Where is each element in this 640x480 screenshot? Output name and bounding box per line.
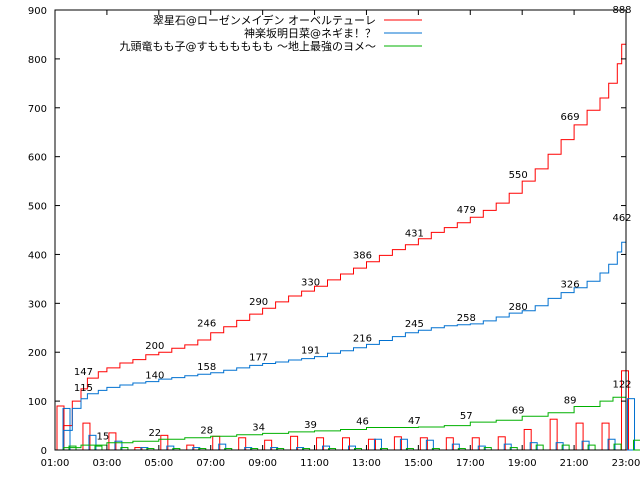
data-label: 147 xyxy=(74,367,93,378)
y-tick-label: 0 xyxy=(41,446,47,457)
y-tick-label: 700 xyxy=(28,104,47,115)
data-label: 290 xyxy=(249,297,268,308)
data-label: 158 xyxy=(197,362,216,373)
series-line-1 xyxy=(55,15,627,451)
data-label: 326 xyxy=(561,280,580,291)
data-label: 22 xyxy=(148,428,161,439)
data-label: 330 xyxy=(301,278,320,289)
cumulative-lines xyxy=(55,15,627,451)
series-line-3 xyxy=(55,390,627,451)
x-tick-label: 23:00 xyxy=(612,458,640,469)
data-label: 57 xyxy=(460,411,473,422)
legend-label: 翠星石@ローゼンメイデン オーベルテューレ xyxy=(153,13,376,27)
legend: 翠星石@ローゼンメイデン オーベルテューレ神楽坂明日菜@ネギま！？九頭竜もも子@… xyxy=(120,13,422,53)
data-labels: 1472002462903303864314795506698881151401… xyxy=(74,5,632,443)
data-label: 122 xyxy=(612,379,631,390)
data-label: 47 xyxy=(408,416,421,427)
data-label: 479 xyxy=(457,205,476,216)
data-label: 246 xyxy=(197,319,216,330)
data-label: 140 xyxy=(145,371,164,382)
hourly-bar xyxy=(633,439,640,451)
data-label: 431 xyxy=(405,228,424,239)
data-label: 245 xyxy=(405,319,424,330)
x-tick-label: 19:00 xyxy=(508,458,537,469)
y-tick-label: 300 xyxy=(28,299,47,310)
x-tick-label: 13:00 xyxy=(352,458,381,469)
y-tick-label: 200 xyxy=(28,348,47,359)
data-label: 34 xyxy=(252,422,265,433)
hourly-bar xyxy=(627,398,636,451)
x-tick-label: 17:00 xyxy=(456,458,485,469)
y-tick-label: 900 xyxy=(28,6,47,17)
plot-frame xyxy=(54,9,627,451)
x-tick-label: 05:00 xyxy=(144,458,173,469)
data-label: 28 xyxy=(200,425,213,436)
y-tick-label: 600 xyxy=(28,153,47,164)
data-label: 89 xyxy=(564,395,577,406)
x-tick-label: 11:00 xyxy=(300,458,329,469)
data-label: 191 xyxy=(301,346,320,357)
data-label: 280 xyxy=(509,302,528,313)
axes: 0 100 200 300 400 500 600 700 800 900 01:00 03:00 05… xyxy=(28,6,640,469)
y-tick-label: 800 xyxy=(28,55,47,66)
legend-label: 九頭竜もも子@すもももももも ～地上最強のヨメ～ xyxy=(120,39,377,53)
data-label: 550 xyxy=(509,170,528,181)
data-label: 258 xyxy=(457,313,476,324)
data-label: 200 xyxy=(145,341,164,352)
data-label: 115 xyxy=(74,383,93,394)
data-label: 669 xyxy=(561,112,580,123)
data-label: 15 xyxy=(97,432,110,443)
data-label: 39 xyxy=(304,420,317,431)
data-label: 216 xyxy=(353,333,372,344)
x-tick-label: 15:00 xyxy=(404,458,433,469)
data-label: 386 xyxy=(353,250,372,261)
legend-label: 神楽坂明日菜@ネギま！？ xyxy=(244,26,376,40)
y-tick-label: 500 xyxy=(28,202,47,213)
data-label: 69 xyxy=(512,405,525,416)
data-label: 46 xyxy=(356,417,369,428)
x-tick-label: 03:00 xyxy=(92,458,121,469)
data-label: 462 xyxy=(612,213,631,224)
x-tick-label: 01:00 xyxy=(41,458,70,469)
series-line-2 xyxy=(55,224,627,451)
x-tick-label: 21:00 xyxy=(560,458,589,469)
x-tick-label: 07:00 xyxy=(196,458,225,469)
y-tick-label: 100 xyxy=(28,397,47,408)
data-label: 177 xyxy=(249,352,268,363)
x-tick-label: 09:00 xyxy=(248,458,277,469)
y-tick-label: 400 xyxy=(28,250,47,261)
